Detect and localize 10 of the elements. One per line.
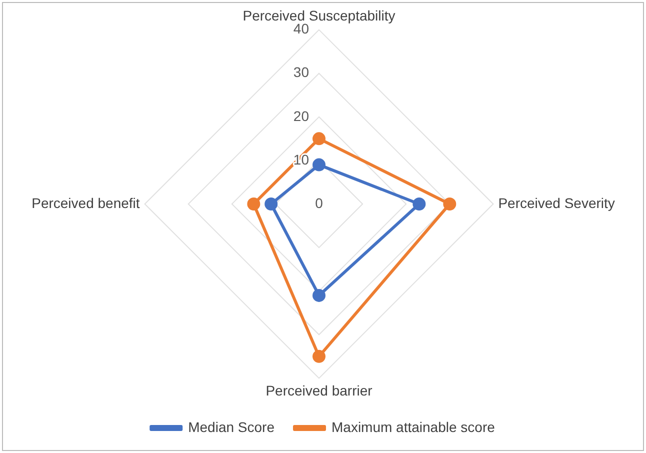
y-tick-label: 30 <box>293 64 310 80</box>
y-tick-label: 40 <box>293 20 310 37</box>
y-tick-label: 20 <box>293 108 310 124</box>
y-tick-label: 0 <box>315 194 324 211</box>
spoke-label: Perceived barrier <box>266 382 373 398</box>
legend-label: Maximum attainable score <box>331 418 496 435</box>
spoke-label: Perceived Severity <box>498 194 615 211</box>
legend-label: Median Score <box>188 418 275 435</box>
spoke-label: Perceived Susceptability <box>242 7 396 24</box>
spoke-label: Perceived benefit <box>32 194 140 211</box>
